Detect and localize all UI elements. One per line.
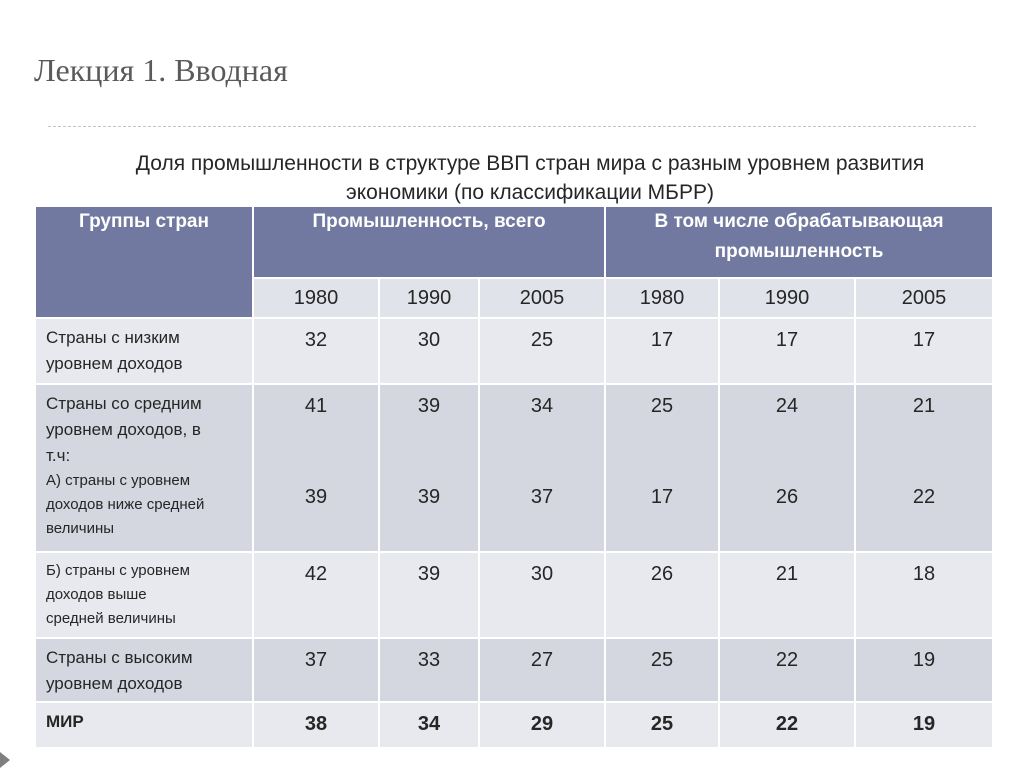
gdp-industry-table: Группы стран Промышленность, всего В том… — [34, 205, 995, 749]
table-cell: 39 39 — [378, 383, 480, 553]
table-cell: 19 — [854, 701, 995, 749]
cell-value: 34 — [530, 395, 554, 417]
cell-subvalue: 26 — [775, 486, 799, 508]
cell-subvalue: 39 — [417, 486, 441, 508]
table-cell: 41 39 — [252, 383, 380, 553]
year-header: 1990 — [378, 277, 480, 319]
sub-label-line: доходов ниже средней — [46, 496, 205, 513]
cell-value: 41 — [304, 395, 328, 417]
table-cell: 17 — [718, 317, 857, 385]
row-label-line: уровнем доходов, в — [46, 420, 201, 439]
cell-subvalue: 39 — [304, 486, 328, 508]
cell-subvalue: 22 — [912, 486, 936, 508]
row-label-line: Страны с высоким — [46, 648, 193, 667]
row-label: Б) страны с уровнем доходов выше средней… — [34, 551, 254, 639]
caption-line-2: экономики (по классификации МБРР) — [346, 181, 714, 204]
cell-value: 24 — [775, 395, 799, 417]
table-cell: 21 — [718, 551, 857, 639]
cell-value: 21 — [912, 395, 936, 417]
table-cell: 25 — [477, 317, 607, 385]
row-label: Страны с низким уровнем доходов — [34, 317, 254, 385]
sub-label-line: А) страны с уровнем — [46, 472, 191, 489]
row-label-line: Страны со средним — [46, 394, 202, 413]
row-label-line: Страны с низким — [46, 328, 180, 347]
table-cell: 25 17 — [604, 383, 721, 553]
header-manufacturing: В том числе обрабатывающая промышленност… — [604, 205, 995, 279]
table-cell: 34 — [378, 701, 480, 749]
slide-corner-marker — [0, 752, 10, 768]
cell-subvalue: 17 — [650, 486, 674, 508]
table-row: Страны с высоким уровнем доходов 37 33 2… — [34, 637, 995, 703]
table-cell: 42 — [252, 551, 380, 639]
table-cell: 29 — [477, 701, 607, 749]
cell-value: 25 — [650, 395, 674, 417]
table-cell: 18 — [854, 551, 995, 639]
table-cell: 32 — [252, 317, 380, 385]
year-header: 2005 — [477, 277, 607, 319]
year-header: 2005 — [854, 277, 995, 319]
table-cell: 26 — [604, 551, 721, 639]
header-manufacturing-line-1: В том числе обрабатывающая — [654, 211, 944, 232]
table-row: Страны с низким уровнем доходов 32 30 25… — [34, 317, 995, 385]
row-label: МИР — [34, 701, 254, 749]
sub-label-line: Б) страны с уровнем — [46, 562, 190, 579]
header-manufacturing-line-2: промышленность — [714, 241, 884, 262]
table-row: МИР 38 34 29 25 22 19 — [34, 701, 995, 749]
sub-label-line: средней величины — [46, 610, 176, 627]
table-cell: 17 — [854, 317, 995, 385]
table-cell: 27 — [477, 637, 607, 703]
table-cell: 22 — [718, 637, 857, 703]
year-header: 1980 — [604, 277, 721, 319]
table-cell: 39 — [378, 551, 480, 639]
sub-label-line: доходов выше — [46, 586, 147, 603]
caption-line-1: Доля промышленности в структуре ВВП стра… — [135, 152, 925, 175]
table-row: Б) страны с уровнем доходов выше средней… — [34, 551, 995, 639]
row-label: Страны с высоким уровнем доходов — [34, 637, 254, 703]
table-cell: 33 — [378, 637, 480, 703]
table-cell: 25 — [604, 637, 721, 703]
row-label-line: уровнем доходов — [46, 674, 183, 693]
sub-label-line: величины — [46, 520, 115, 537]
year-header: 1990 — [718, 277, 857, 319]
header-industry-total: Промышленность, всего — [251, 205, 607, 279]
table-cell: 37 — [252, 637, 380, 703]
table-row: Страны со средним уровнем доходов, в т.ч… — [34, 383, 995, 553]
title-divider — [48, 126, 976, 127]
slide-title: Лекция 1. Вводная — [34, 52, 288, 88]
table-caption: Доля промышленности в структуре ВВП стра… — [40, 149, 1020, 207]
table-cell: 25 — [604, 701, 721, 749]
header-country-groups: Группы стран — [34, 205, 254, 319]
table-cell: 30 — [477, 551, 607, 639]
table-cell: 17 — [604, 317, 721, 385]
row-label-line: уровнем доходов — [46, 354, 183, 373]
table-cell: 21 22 — [854, 383, 995, 553]
table-cell: 19 — [854, 637, 995, 703]
row-label: Страны со средним уровнем доходов, в т.ч… — [34, 383, 254, 553]
year-header: 1980 — [252, 277, 380, 319]
table-cell: 30 — [378, 317, 480, 385]
cell-value: 39 — [417, 395, 441, 417]
row-label-line: т.ч: — [46, 446, 71, 465]
cell-subvalue: 37 — [530, 486, 554, 508]
table-cell: 38 — [252, 701, 380, 749]
table-cell: 24 26 — [718, 383, 857, 553]
table-cell: 34 37 — [477, 383, 607, 553]
table-cell: 22 — [718, 701, 857, 749]
